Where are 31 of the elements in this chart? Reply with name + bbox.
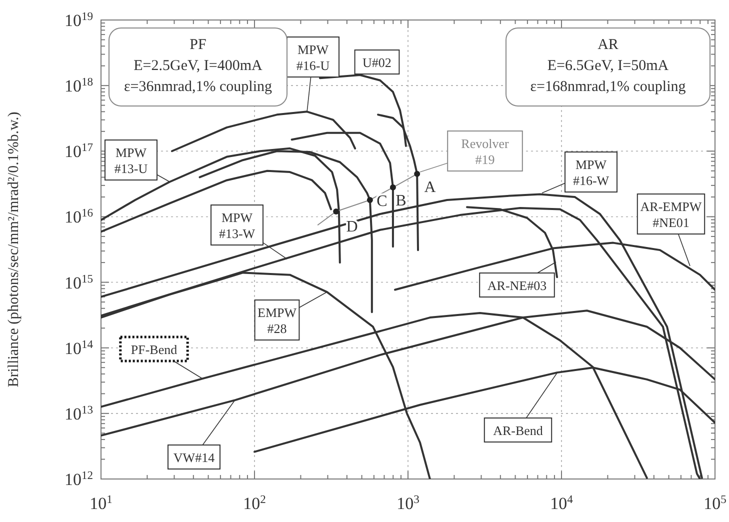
y-tick-label: 10$^{18}$ <box>64 75 94 96</box>
text: PF-Bend <box>130 342 178 357</box>
text: VW#14 <box>173 450 216 465</box>
annotation: B <box>396 192 406 210</box>
series-label: U#02 <box>362 55 392 70</box>
series-label: EMPW #28 <box>258 305 298 336</box>
text: AR-Bend <box>493 423 544 438</box>
y-tick-label: 10$^{12}$ <box>64 468 94 489</box>
legend-label: MPW #16-U <box>296 42 330 73</box>
annotation: C <box>376 192 388 210</box>
y-tick-label: 10$^{13}$ <box>64 402 94 424</box>
y-tick-label: 10$^{14}$ <box>64 337 94 358</box>
text: Revolver #19 <box>461 136 510 167</box>
y-tick-label: 10$^{19}$ <box>64 10 94 30</box>
x-tick-label: 10$^{1}$ <box>90 492 113 513</box>
x-tick-label: 10$^{4}$ <box>550 492 574 513</box>
series-label: AR-NE#03 <box>487 278 547 293</box>
series-label: AR-EMPW #NE01 <box>640 199 702 230</box>
series-label: MPW #13-W <box>218 210 256 241</box>
x-tick-label: 10$^{2}$ <box>243 492 266 513</box>
y-tick-label: 10$^{15}$ <box>64 272 94 292</box>
series-label: MPW #16-W <box>572 157 610 188</box>
annotation: A <box>424 178 436 196</box>
x-tick-label: 10$^{3}$ <box>396 492 420 513</box>
x-tick-label: 10$^{5}$ <box>704 492 727 513</box>
y-axis-title: Brilliance (photons/sec/mm²/mrad²/0.1%b.w.) <box>6 112 22 388</box>
y-tick-label: 10$^{17}$ <box>64 140 94 162</box>
annotation: PF E=2.5GeV, I=400mA ε=36nmrad,1% coupling <box>124 37 273 95</box>
y-tick-label: 10$^{16}$ <box>64 206 94 227</box>
series-label: MPW #13-U <box>114 145 148 176</box>
annotation: AR E=6.5GeV, I=50mA ε=168nmrad,1% coupling <box>530 37 686 95</box>
